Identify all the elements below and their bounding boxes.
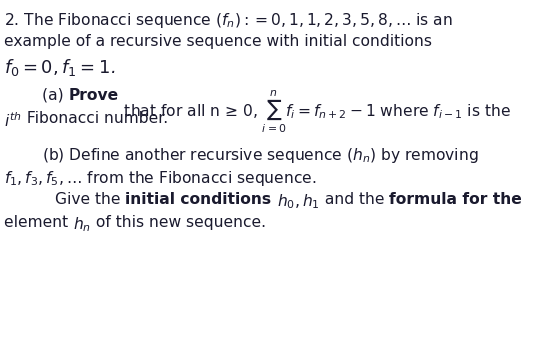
Text: Prove: Prove (68, 88, 119, 103)
Text: 2. The Fibonacci sequence $(f_n) :=0, 1, 1, 2, 3, 5, 8, \ldots$ is an: 2. The Fibonacci sequence $(f_n) :=0, 1,… (4, 11, 453, 30)
Text: $i^{th}$: $i^{th}$ (4, 111, 22, 130)
Text: $h_n$: $h_n$ (73, 215, 91, 234)
Text: initial conditions: initial conditions (125, 192, 277, 207)
Text: that for all n ≥ 0, $\sum_{i=0}^{n} f_i = f_{n+2} - 1$ where $f_{i-1}$ is the: that for all n ≥ 0, $\sum_{i=0}^{n} f_i … (119, 88, 511, 135)
Text: (b) Define another recursive sequence $(h_n)$ by removing: (b) Define another recursive sequence $(… (42, 146, 479, 165)
Text: Give the: Give the (55, 192, 125, 207)
Text: element: element (4, 215, 73, 230)
Text: $f_0 = 0, f_1 = 1$.: $f_0 = 0, f_1 = 1$. (4, 57, 115, 78)
Text: of this new sequence.: of this new sequence. (91, 215, 266, 230)
Text: $f_1, f_3, f_5, \ldots$ from the Fibonacci sequence.: $f_1, f_3, f_5, \ldots$ from the Fibonac… (4, 169, 317, 188)
Text: example of a recursive sequence with initial conditions: example of a recursive sequence with ini… (4, 34, 432, 49)
Text: Fibonacci number.: Fibonacci number. (22, 111, 168, 126)
Text: (a): (a) (42, 88, 68, 103)
Text: formula for the: formula for the (389, 192, 522, 207)
Text: $h_0, h_1$: $h_0, h_1$ (277, 192, 320, 211)
Text: and the: and the (320, 192, 389, 207)
